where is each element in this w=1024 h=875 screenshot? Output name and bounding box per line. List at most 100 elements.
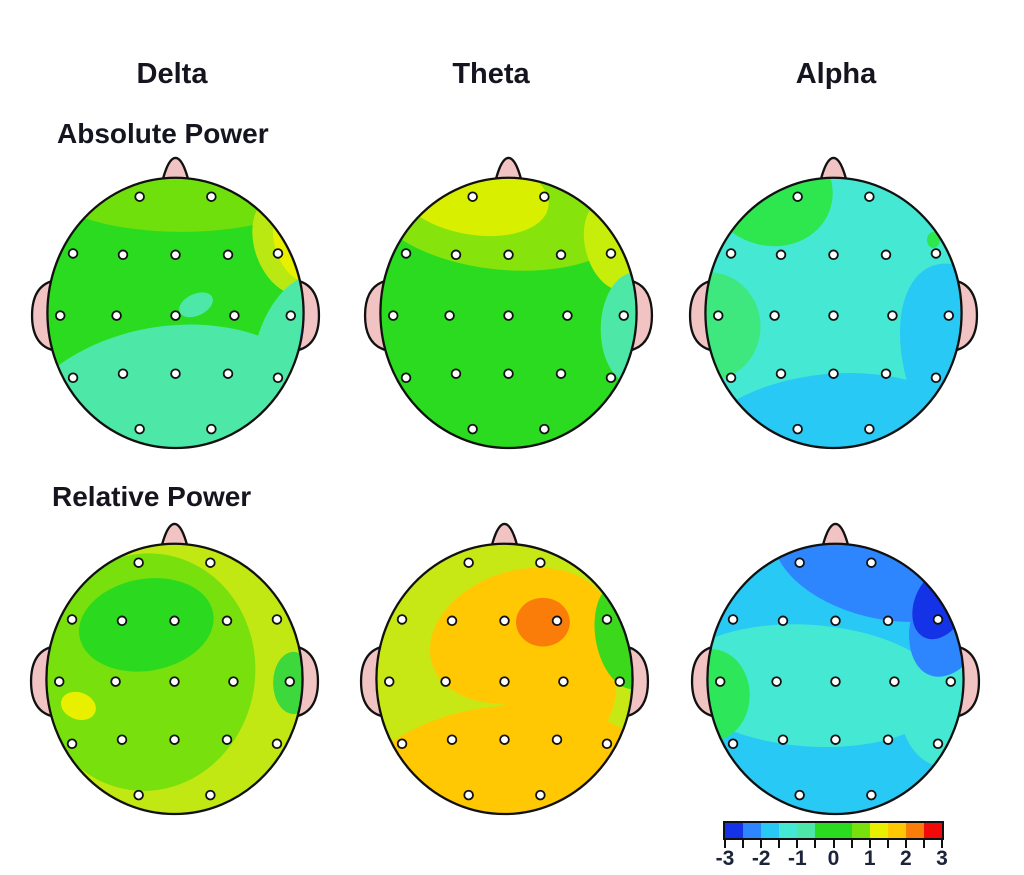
colorbar-segment-1 [743, 823, 762, 838]
electrode-F4 [551, 615, 563, 627]
electrode-P4 [551, 734, 563, 745]
electrode-F4 [221, 615, 233, 627]
electrode-C3 [440, 676, 451, 687]
electrode-P4 [880, 368, 892, 379]
patch-right-frontal-orange-speck [296, 236, 304, 263]
colorbar-tick [868, 840, 871, 848]
colorbar-segment-3 [779, 823, 798, 838]
colorbar-tick-label: -1 [787, 847, 807, 870]
topomap-svg-relative-power-alpha [690, 522, 981, 816]
electrode-O1 [794, 789, 805, 801]
electrode-T5 [396, 738, 408, 750]
electrode-P4 [221, 734, 233, 745]
electrode-C3 [111, 310, 122, 321]
electrode-Pz [499, 734, 510, 745]
electrode-C4 [558, 676, 569, 687]
colorbar-labels: -3 -2 -1 0 1 2 3 [716, 847, 948, 872]
topomap-svg-absolute-power-alpha [688, 156, 979, 450]
electrode-Cz [828, 310, 839, 321]
electrode-C3 [769, 310, 780, 321]
electrode-T6 [932, 738, 944, 750]
colorbar-tick-label: -2 [751, 847, 771, 870]
electrode-Fp2 [206, 191, 217, 202]
electrode-F8 [605, 248, 617, 259]
colorbar-segment-8 [869, 823, 888, 838]
colorbar-segment-9 [887, 823, 906, 838]
electrode-T6 [272, 372, 284, 384]
electrode-F4 [882, 615, 894, 627]
colorbar-tick [742, 840, 745, 848]
electrode-O2 [206, 423, 217, 435]
colorbar-segment-2 [761, 823, 780, 838]
electrode-T3 [383, 676, 395, 687]
patch-posterior-mint [47, 324, 304, 449]
electrode-C4 [562, 310, 573, 321]
electrode-P3 [777, 734, 789, 745]
patch-left-temporal-green [705, 272, 761, 381]
electrode-C3 [444, 310, 455, 321]
electrode-F4 [555, 249, 567, 261]
topomap-relative-theta [338, 506, 671, 839]
topomap-svg-relative-power-delta [29, 522, 320, 816]
electrode-O1 [792, 423, 803, 435]
head-outline [706, 542, 965, 816]
patch-occipital-cyan [705, 373, 962, 449]
electrode-Fp1 [463, 557, 474, 568]
topomap-svg-absolute-power-theta [363, 156, 654, 450]
electrode-Cz [830, 676, 841, 687]
electrode-O1 [133, 789, 144, 801]
electrode-Fp1 [134, 191, 145, 202]
colorbar-segment-10 [905, 823, 924, 838]
electrode-T6 [601, 738, 613, 750]
scalp-patches [707, 543, 964, 767]
colorbar-segment-5 [815, 823, 834, 838]
electrode-O1 [467, 423, 478, 435]
electrode-Fp1 [794, 557, 805, 568]
colorbar-ticks [723, 840, 944, 848]
patch-frontal-strip [47, 177, 304, 232]
electrode-Cz [499, 676, 510, 687]
electrode-P3 [450, 368, 462, 379]
colorbar-tick-label: 3 [936, 847, 948, 870]
column-title-delta: Delta [136, 58, 208, 90]
electrode-F3 [446, 615, 458, 627]
colorbar-tick [814, 840, 817, 848]
electrode-F3 [116, 615, 128, 627]
electrode-F3 [450, 249, 462, 261]
electrode-T5 [67, 372, 79, 384]
electrode-Cz [169, 676, 180, 687]
colorbar-tick [832, 840, 835, 848]
topomap-absolute-theta [342, 140, 675, 473]
electrode-F8 [932, 614, 944, 625]
colorbar-tick [904, 840, 907, 848]
electrode-T3 [53, 676, 65, 687]
row-label-relative-power: Relative Power [52, 481, 252, 512]
head-outline [45, 542, 304, 816]
electrode-P4 [882, 734, 894, 745]
electrode-Fp2 [864, 191, 875, 202]
colorbar-tick [760, 840, 763, 848]
electrode-O2 [866, 789, 877, 801]
electrode-Fz [169, 615, 180, 627]
electrode-Pz [828, 368, 839, 379]
colorbar: -3 -2 -1 0 1 2 3 [716, 821, 948, 872]
colorbar-segment-6 [833, 823, 852, 838]
electrode-C4 [229, 310, 240, 321]
electrode-P4 [222, 368, 234, 379]
topomap-relative-alpha [669, 506, 1002, 839]
topomap-relative-delta [8, 506, 341, 839]
electrode-Fp2 [539, 191, 550, 202]
electrode-P3 [116, 734, 128, 745]
colorbar-tick-label: 0 [827, 847, 840, 870]
colorbar-tick [778, 840, 781, 848]
electrode-F8 [930, 248, 942, 259]
electrode-F8 [271, 614, 283, 625]
electrode-O2 [539, 423, 550, 435]
electrode-T5 [725, 372, 737, 384]
electrode-C4 [228, 676, 239, 687]
electrode-T6 [930, 372, 942, 384]
electrode-T5 [66, 738, 78, 750]
electrode-F4 [880, 249, 892, 261]
electrode-F7 [400, 248, 412, 259]
